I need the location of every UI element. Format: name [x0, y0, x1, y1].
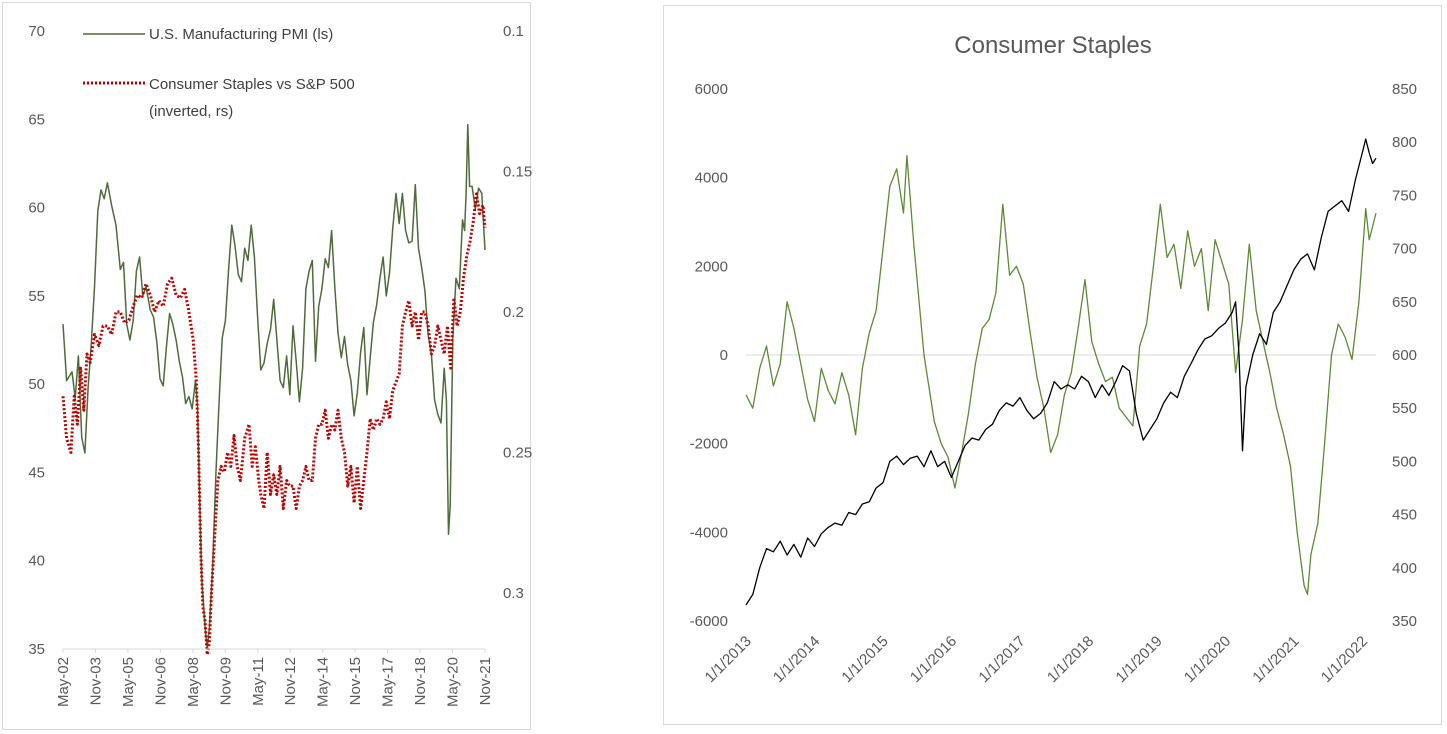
staples-relative-series-line: [61, 192, 487, 657]
x-tick-label: 1/1/2013: [702, 633, 755, 686]
y-right-tick-label: 850: [1392, 81, 1417, 98]
consumer-staples-chart-panel: Consumer Staples -6000 -4000 -2000 0 2000 400…: [663, 5, 1442, 725]
y-left-tick-label: 65: [28, 111, 45, 128]
y-right-tick-label: 350: [1392, 613, 1417, 630]
pmi-chart-panel: 35 40 45 50 55 60 65 70 0.1 0.15 0.2 0.25 0.3 May-0…: [2, 2, 532, 730]
legend-label-staples-line2: (inverted, rs): [149, 103, 233, 120]
x-tick-label: 1/1/2017: [975, 633, 1028, 686]
y-right-tick-label: 700: [1392, 241, 1417, 258]
chart-legend: U.S. Manufacturing PMI (ls) Consumer Sta…: [83, 26, 355, 120]
legend-label-staples-line1: Consumer Staples vs S&P 500: [149, 76, 355, 93]
y-left-tick-label: 50: [28, 376, 45, 393]
y-right-tick-label: 600: [1392, 347, 1417, 364]
y-right-tick-label: 650: [1392, 294, 1417, 311]
x-tick-label: Nov-18: [412, 657, 429, 705]
x-tick-label: 1/1/2014: [770, 633, 823, 686]
y-right-tick-label: 750: [1392, 187, 1417, 204]
x-tick-label: Nov-06: [152, 657, 169, 705]
y-right-tick-label: 800: [1392, 134, 1417, 151]
y-left-tick-label: 2000: [695, 258, 728, 275]
y-left-tick-label: 60: [28, 200, 45, 217]
y-left-tick-label: -2000: [690, 436, 728, 453]
legend-label-pmi: U.S. Manufacturing PMI (ls): [149, 26, 333, 43]
pmi-vs-staples-chart: 35 40 45 50 55 60 65 70 0.1 0.15 0.2 0.25 0.3 May-0…: [28, 23, 532, 707]
x-tick-label: Nov-21: [477, 657, 494, 705]
x-tick-label: 1/1/2021: [1249, 633, 1302, 686]
y-left-tick-label: 0: [720, 347, 728, 364]
x-tick-label: 1/1/2019: [1112, 633, 1165, 686]
y-right-tick-label: 550: [1392, 400, 1417, 417]
consumer-staples-chart: Consumer Staples -6000 -4000 -2000 0 2000 400…: [690, 32, 1417, 686]
black-series-line: [745, 138, 1377, 606]
y-right-tick-label: 0.25: [503, 444, 532, 461]
y-left-tick-label: 35: [28, 641, 45, 658]
x-tick-label: May-08: [185, 657, 202, 707]
y-left-tick-label: 70: [28, 23, 45, 40]
x-tick-label: Nov-09: [217, 657, 234, 705]
green-series-line: [745, 154, 1377, 596]
x-tick-label: Nov-12: [282, 657, 299, 705]
y-left-tick-label: 6000: [695, 81, 728, 98]
y-left-tick-label: 55: [28, 288, 45, 305]
y-right-tick-label: 500: [1392, 453, 1417, 470]
y-right-tick-label: 0.1: [503, 23, 524, 40]
x-tick-label: May-11: [250, 657, 267, 706]
y-left-tick-label: -6000: [690, 613, 728, 630]
x-tick-label: 1/1/2015: [838, 633, 891, 686]
chart-title: Consumer Staples: [954, 32, 1151, 59]
x-tick-label: 1/1/2022: [1318, 633, 1371, 686]
y-left-tick-label: 4000: [695, 170, 728, 187]
y-right-tick-label: 450: [1392, 507, 1417, 524]
y-left-tick-label: 40: [28, 553, 45, 570]
x-tick-label: May-05: [120, 657, 137, 707]
y-right-tick-label: 0.3: [503, 585, 524, 602]
y-right-tick-label: 0.2: [503, 304, 524, 321]
y-left-tick-label: 45: [28, 464, 45, 481]
x-tick-label: May-02: [55, 657, 72, 707]
x-tick-label: 1/1/2018: [1044, 633, 1097, 686]
x-tick-label: 1/1/2016: [907, 633, 960, 686]
x-tick-label: 1/1/2020: [1181, 633, 1234, 686]
x-tick-label: May-17: [380, 657, 397, 707]
x-tick-label: May-14: [315, 657, 332, 707]
x-tick-label: May-20: [445, 657, 462, 707]
x-tick-label: Nov-15: [347, 657, 364, 705]
x-tick-label: Nov-03: [87, 657, 104, 705]
y-right-tick-label: 400: [1392, 560, 1417, 577]
y-right-tick-label: 0.15: [503, 163, 532, 180]
y-left-tick-label: -4000: [690, 524, 728, 541]
pmi-series-line: [62, 123, 486, 650]
